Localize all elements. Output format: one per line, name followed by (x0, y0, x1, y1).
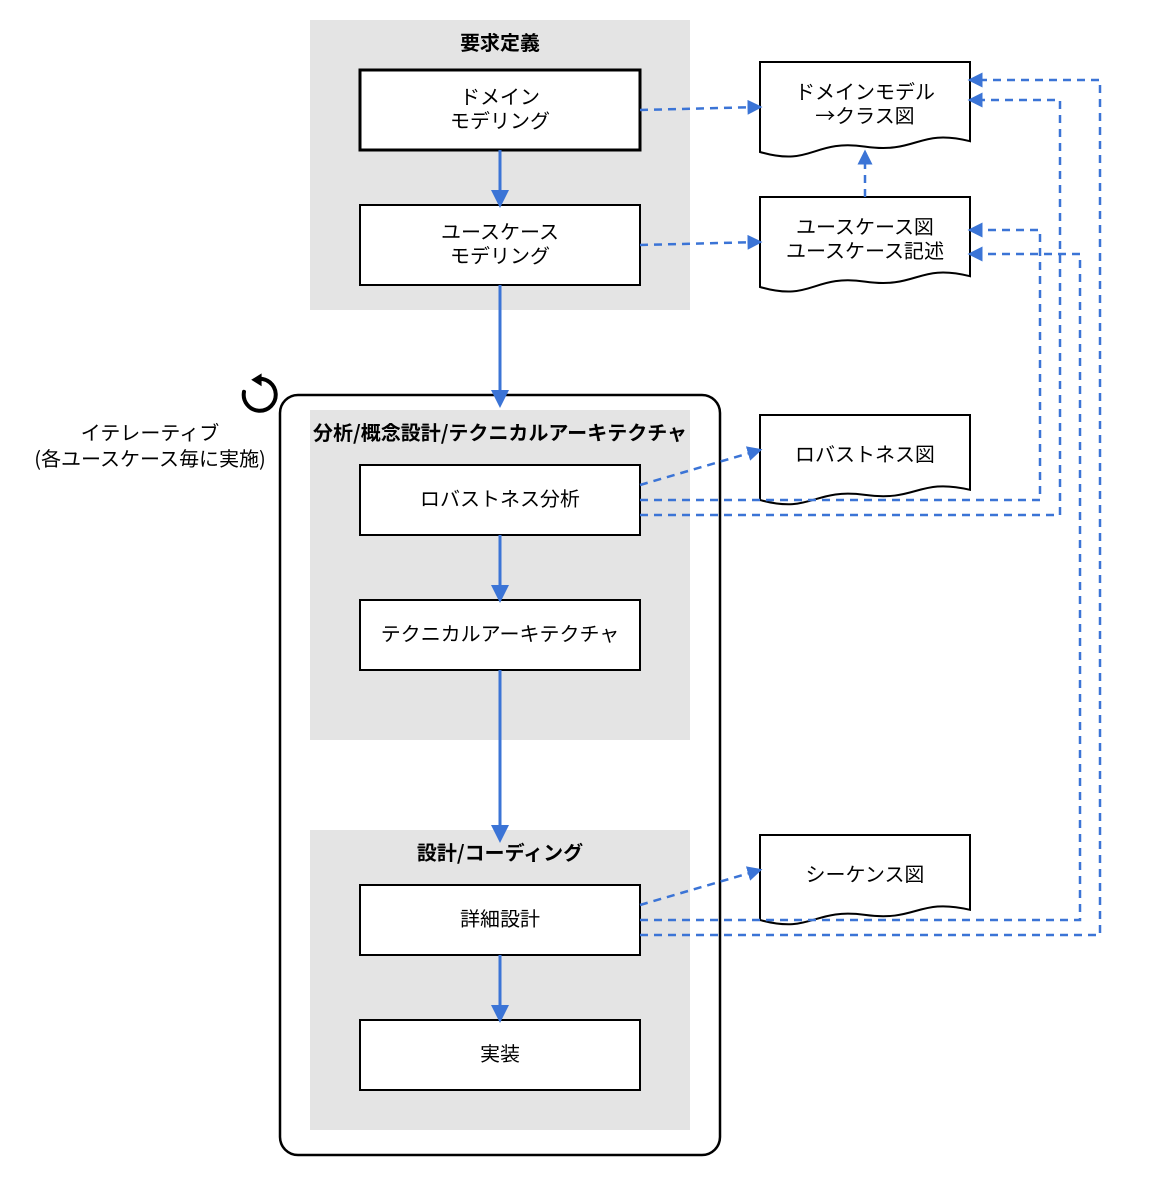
document-label-d3-l1: ロバストネス図 (795, 439, 935, 468)
process-box-label-b4-l1: テクニカルアーキテクチャ (381, 618, 620, 647)
iterative-icon (244, 373, 276, 410)
process-box-label-b5-l1: 詳細設計 (460, 903, 540, 932)
document-label-d1-l2: →クラス図 (815, 100, 915, 129)
phase-title-p3: 設計/コーディング (417, 837, 583, 866)
phase-title-p2: 分析/概念設計/テクニカルアーキテクチャ (313, 417, 687, 446)
process-box-label-b1-l2: モデリング (450, 105, 550, 134)
iterative-label-l1: イテレーティブ (81, 417, 219, 446)
dashed-arrow-7 (640, 254, 1080, 920)
iterative-label-l2: (各ユースケース毎に実施) (34, 443, 266, 472)
process-box-label-b6-l1: 実装 (480, 1038, 520, 1067)
phase-title-p1: 要求定義 (460, 27, 540, 56)
document-label-d2-l2: ユースケース記述 (786, 235, 944, 264)
process-box-label-b2-l2: モデリング (450, 240, 550, 269)
process-box-label-b3-l1: ロバストネス分析 (420, 483, 580, 512)
document-label-d4-l1: シーケンス図 (806, 859, 925, 888)
